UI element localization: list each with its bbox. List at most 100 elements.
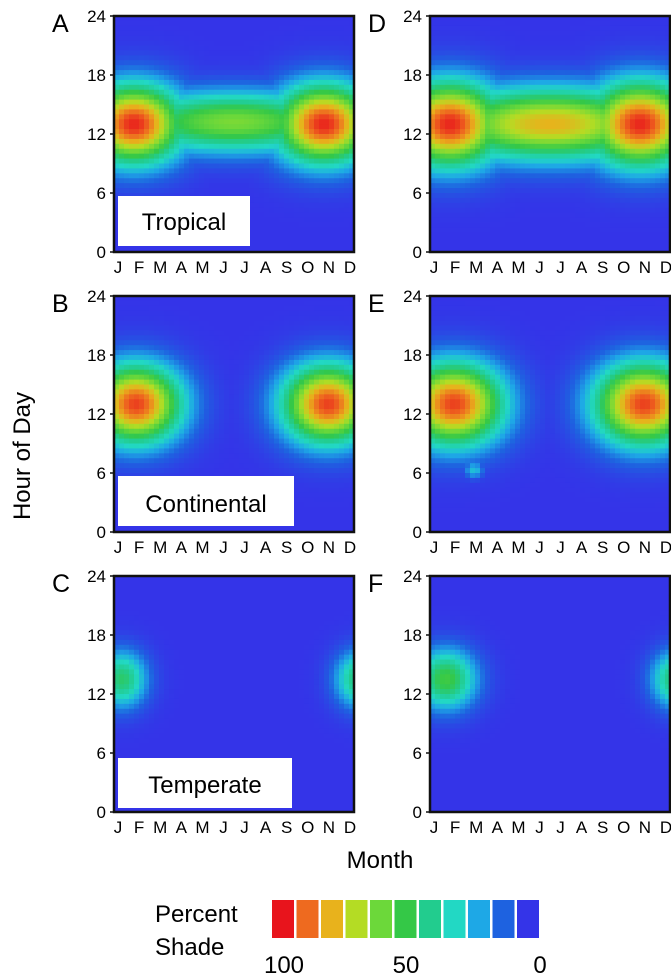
heatmap-cell (309, 202, 315, 209)
heatmap-cell (334, 404, 340, 410)
heatmap-cell (144, 114, 150, 120)
heatmap-cell (134, 325, 140, 332)
heatmap-cell (319, 222, 325, 229)
heatmap-cell (219, 335, 225, 341)
heatmap-cell (349, 79, 355, 86)
heatmap-cell (189, 310, 195, 317)
heatmap-cell (334, 296, 340, 302)
heatmap-cell (124, 350, 130, 356)
heatmap-cell (269, 428, 275, 435)
heatmap-cell (209, 163, 215, 170)
heatmap-cell (339, 148, 345, 155)
heatmap-cell (209, 30, 215, 37)
heatmap-cell (124, 698, 130, 705)
heatmap-cell (289, 232, 295, 238)
heatmap-cell (169, 247, 175, 253)
heatmap-cell (179, 404, 185, 410)
heatmap-cell (344, 129, 350, 135)
heatmap-cell (129, 138, 135, 145)
heatmap-cell (349, 477, 355, 484)
heatmap-cell (339, 468, 345, 474)
heatmap-cell (209, 300, 215, 307)
heatmap-cell (124, 674, 130, 680)
heatmap-cell (279, 473, 285, 479)
heatmap-cell (249, 217, 255, 224)
heatmap-cell (254, 296, 260, 302)
heatmap-cell (319, 487, 325, 494)
heatmap-cell (279, 374, 285, 381)
heatmap-cell (349, 163, 355, 170)
heatmap-cell (144, 178, 150, 184)
heatmap-cell (334, 418, 340, 425)
heatmap-cell (244, 404, 250, 410)
heatmap-cell (214, 104, 220, 111)
heatmap-cell (279, 65, 285, 71)
heatmap-cell (344, 178, 350, 184)
heatmap-cell (289, 60, 295, 66)
heatmap-cell (264, 60, 270, 66)
heatmap-cell (239, 16, 245, 22)
heatmap-cell (129, 350, 135, 356)
heatmap-cell (199, 359, 205, 366)
heatmap-cell (119, 143, 125, 150)
heatmap-cell (274, 188, 280, 194)
heatmap-cell (324, 148, 330, 155)
heatmap-cell (269, 109, 275, 115)
heatmap-cell (239, 84, 245, 91)
heatmap-cell (309, 247, 315, 253)
heatmap-cell (299, 25, 305, 32)
heatmap-cell (124, 389, 130, 395)
heatmap-cell (114, 595, 120, 602)
heatmap-cell (259, 325, 265, 332)
heatmap-cell (139, 16, 145, 22)
heatmap-cell (254, 350, 260, 356)
heatmap-cell (179, 20, 185, 27)
heatmap-cell (309, 104, 315, 111)
heatmap-cell (254, 423, 260, 430)
heatmap-cell (124, 315, 130, 322)
heatmap-cell (129, 158, 135, 165)
heatmap-cell (159, 138, 165, 145)
heatmap-cell (349, 330, 355, 336)
heatmap-cell (314, 414, 320, 420)
heatmap-cell (344, 193, 350, 199)
heatmap-cell (159, 173, 165, 179)
heatmap-cell (144, 99, 150, 106)
heatmap-cell (324, 237, 330, 243)
heatmap-cell (339, 207, 345, 214)
heatmap-cell (154, 94, 160, 101)
heatmap-cell (189, 148, 195, 155)
heatmap-cell (244, 40, 250, 47)
heatmap-cell (284, 468, 290, 474)
heatmap-cell (269, 114, 275, 120)
heatmap-cell (124, 173, 130, 179)
heatmap-cell (204, 84, 210, 91)
heatmap-cell (284, 399, 290, 405)
heatmap-cell (299, 517, 305, 523)
heatmap-cell (349, 247, 355, 253)
heatmap-cell (114, 173, 120, 179)
heatmap-cell (144, 743, 150, 749)
heatmap-cell (154, 310, 160, 317)
heatmap-cell (244, 423, 250, 430)
heatmap-cell (229, 247, 235, 253)
heatmap-cell (199, 335, 205, 341)
heatmap-cell (134, 698, 140, 705)
heatmap-cell (324, 178, 330, 184)
heatmap-cell (284, 20, 290, 27)
heatmap-cell (174, 193, 180, 199)
heatmap-cell (319, 247, 325, 253)
heatmap-cell (304, 158, 310, 165)
heatmap-cell (319, 158, 325, 165)
heatmap-cell (309, 173, 315, 179)
heatmap-cell (259, 114, 265, 120)
heatmap-cell (299, 355, 305, 361)
heatmap-cell (334, 477, 340, 484)
heatmap-cell (279, 20, 285, 27)
heatmap-cell (219, 458, 225, 464)
heatmap-cell (184, 345, 190, 351)
heatmap-cell (314, 477, 320, 484)
heatmap-cell (214, 394, 220, 400)
heatmap-cell (114, 369, 120, 376)
heatmap-cell (184, 394, 190, 400)
